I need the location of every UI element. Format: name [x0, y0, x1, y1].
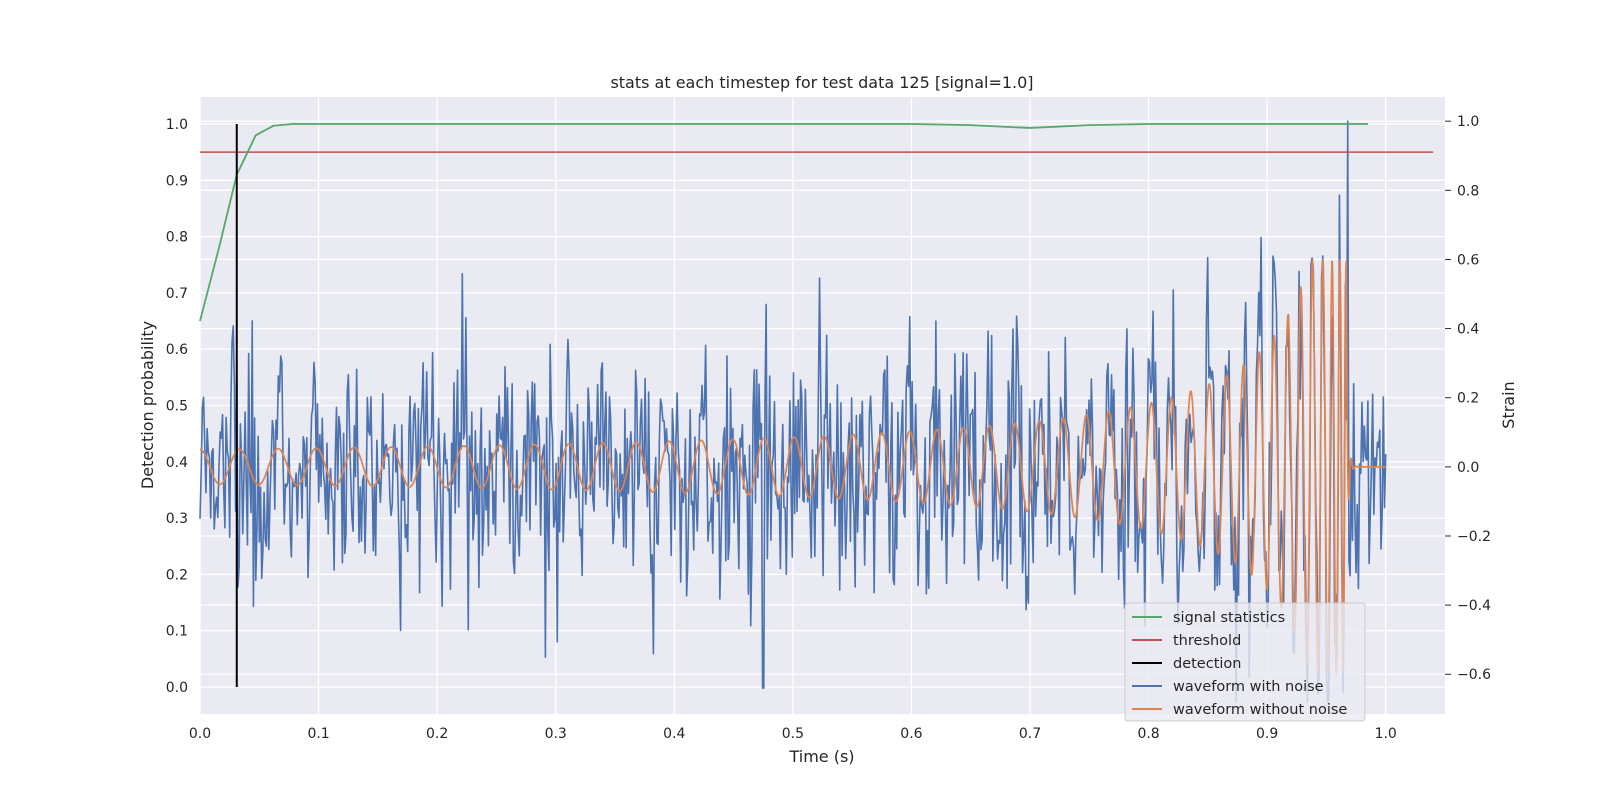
series-line-signal-statistics [199, 123, 1368, 322]
left-y-tick-label: 0.4 [166, 455, 188, 471]
right-y-tick-label: 1.0 [1457, 114, 1479, 130]
right-y-axis-ticks: −0.6 −0.4 −0.2 0.0 0.2 0.4 0.6 0.8 1.0 [1445, 114, 1491, 683]
x-tick-label: 0.3 [545, 726, 567, 742]
left-y-tick-label: 0.3 [166, 511, 188, 527]
x-tick-label: 0.4 [663, 726, 685, 742]
left-y-axis-label: Detection probability [138, 321, 157, 489]
right-y-tick-label: 0.4 [1457, 322, 1479, 338]
right-y-tick-label: −0.4 [1457, 598, 1491, 614]
x-tick-label: 0.6 [900, 726, 922, 742]
right-y-tick-label: 0.0 [1457, 460, 1479, 476]
left-y-tick-label: 0.2 [166, 567, 188, 583]
legend-label-signal-statistics: signal statistics [1173, 610, 1285, 626]
right-y-tick-label: −0.2 [1457, 529, 1491, 545]
x-tick-label: 0.8 [1137, 726, 1159, 742]
left-y-tick-label: 0.1 [166, 624, 188, 640]
series-line-waveform-with-noise [199, 120, 1387, 703]
legend-label-waveform-with-noise: waveform with noise [1173, 679, 1324, 695]
left-y-tick-label: 1.0 [166, 117, 188, 133]
legend-label-waveform-without-noise: waveform without noise [1173, 702, 1347, 718]
right-y-tick-label: −0.6 [1457, 667, 1491, 683]
left-y-tick-label: 0.8 [166, 230, 188, 246]
legend-box [1124, 602, 1366, 722]
right-y-tick-label: 0.2 [1457, 391, 1479, 407]
x-tick-label: 0.9 [1256, 726, 1278, 742]
x-axis-label: Time (s) [788, 747, 854, 766]
left-y-tick-label: 0.7 [166, 286, 188, 302]
left-y-tick-label: 0.5 [166, 399, 188, 415]
legend: signal statistics threshold detection wa… [1124, 602, 1366, 722]
x-tick-label: 0.5 [782, 726, 804, 742]
left-y-tick-label: 0.0 [166, 680, 188, 696]
x-tick-label: 0.0 [189, 726, 211, 742]
left-y-tick-label: 0.6 [166, 342, 188, 358]
x-tick-label: 0.1 [307, 726, 329, 742]
series-layer [199, 120, 1434, 703]
right-y-tick-label: 0.6 [1457, 252, 1479, 268]
legend-label-detection: detection [1173, 656, 1241, 672]
chart-title: stats at each timestep for test data 125… [610, 73, 1033, 92]
x-tick-label: 0.7 [1019, 726, 1041, 742]
right-y-tick-label: 0.8 [1457, 183, 1479, 199]
x-tick-label: 0.2 [426, 726, 448, 742]
x-axis-ticks: 0.0 0.1 0.2 0.3 0.4 0.5 0.6 0.7 0.8 0.9 1.0 [189, 726, 1397, 742]
left-y-axis-ticks: 0.0 0.1 0.2 0.3 0.4 0.5 0.6 0.7 0.8 0.9 1.0 [166, 117, 188, 696]
right-y-axis-label: Strain [1499, 381, 1518, 428]
x-tick-label: 1.0 [1375, 726, 1397, 742]
series-line-waveform-without-noise [199, 258, 1387, 675]
legend-label-threshold: threshold [1173, 633, 1241, 649]
left-y-tick-label: 0.9 [166, 173, 188, 189]
